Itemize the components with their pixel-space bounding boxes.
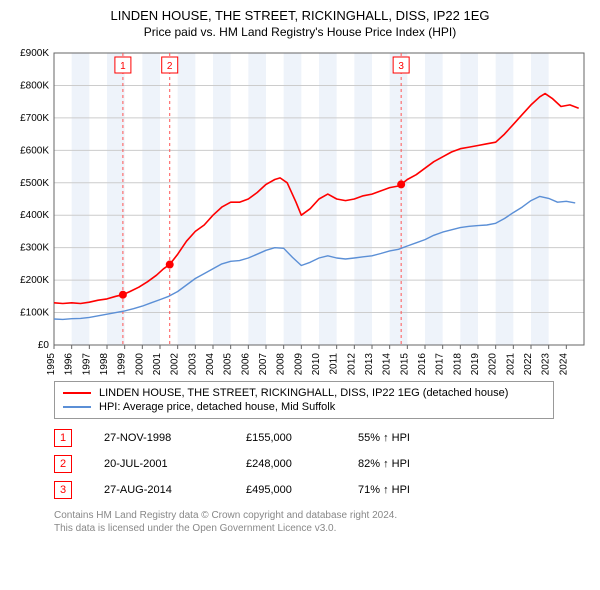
svg-text:2021: 2021 (505, 353, 516, 375)
legend-item: HPI: Average price, detached house, Mid … (63, 400, 545, 414)
sale-price: £248,000 (246, 458, 326, 470)
svg-text:2013: 2013 (364, 353, 375, 375)
svg-text:£800K: £800K (20, 80, 49, 91)
svg-text:£700K: £700K (20, 113, 49, 124)
svg-text:£300K: £300K (20, 243, 49, 254)
svg-text:£400K: £400K (20, 210, 49, 221)
sale-marker-box: 3 (54, 481, 72, 499)
svg-text:2020: 2020 (488, 353, 499, 375)
svg-text:£200K: £200K (20, 275, 49, 286)
svg-text:2022: 2022 (523, 353, 534, 375)
sale-price: £495,000 (246, 484, 326, 496)
sale-row: 3 27-AUG-2014 £495,000 71% ↑ HPI (54, 477, 554, 503)
svg-text:2017: 2017 (435, 353, 446, 375)
sale-row: 1 27-NOV-1998 £155,000 55% ↑ HPI (54, 425, 554, 451)
sale-date: 20-JUL-2001 (104, 458, 214, 470)
svg-text:2005: 2005 (223, 353, 234, 375)
sale-pct: 82% ↑ HPI (358, 458, 458, 470)
line-chart-svg: £0 £100K £200K £300K £400K £500K £600K £700K £80… (10, 45, 590, 375)
svg-text:2001: 2001 (152, 353, 163, 375)
svg-text:2014: 2014 (382, 353, 393, 375)
chart-title: LINDEN HOUSE, THE STREET, RICKINGHALL, D… (10, 8, 590, 23)
legend-swatch (63, 406, 91, 408)
legend-swatch (63, 392, 91, 394)
svg-text:£100K: £100K (20, 308, 49, 319)
sale-pct: 71% ↑ HPI (358, 484, 458, 496)
attribution-line: Contains HM Land Registry data © Crown c… (54, 509, 554, 522)
svg-text:2016: 2016 (417, 353, 428, 375)
svg-text:£600K: £600K (20, 145, 49, 156)
svg-text:2018: 2018 (452, 353, 463, 375)
svg-text:3: 3 (398, 61, 404, 72)
svg-text:2: 2 (167, 61, 173, 72)
chart-plot-area: £0 £100K £200K £300K £400K £500K £600K £700K £80… (10, 45, 590, 375)
sale-marker-box: 1 (54, 429, 72, 447)
legend: LINDEN HOUSE, THE STREET, RICKINGHALL, D… (54, 381, 554, 419)
sale-pct: 55% ↑ HPI (358, 432, 458, 444)
svg-text:1: 1 (120, 61, 126, 72)
svg-text:1995: 1995 (46, 353, 57, 375)
svg-text:1999: 1999 (117, 353, 128, 375)
svg-text:2003: 2003 (187, 353, 198, 375)
legend-label: HPI: Average price, detached house, Mid … (99, 401, 335, 413)
sale-marker-box: 2 (54, 455, 72, 473)
svg-text:2004: 2004 (205, 353, 216, 375)
svg-text:2012: 2012 (346, 353, 357, 375)
chart-subtitle: Price paid vs. HM Land Registry's House … (10, 25, 590, 39)
legend-item: LINDEN HOUSE, THE STREET, RICKINGHALL, D… (63, 386, 545, 400)
svg-text:£500K: £500K (20, 178, 49, 189)
svg-text:2007: 2007 (258, 353, 269, 375)
chart-container: LINDEN HOUSE, THE STREET, RICKINGHALL, D… (0, 0, 600, 541)
svg-text:2009: 2009 (293, 353, 304, 375)
svg-text:2010: 2010 (311, 353, 322, 375)
attribution-line: This data is licensed under the Open Gov… (54, 522, 554, 535)
svg-text:1996: 1996 (64, 353, 75, 375)
svg-text:2008: 2008 (276, 353, 287, 375)
sale-row: 2 20-JUL-2001 £248,000 82% ↑ HPI (54, 451, 554, 477)
attribution: Contains HM Land Registry data © Crown c… (54, 509, 554, 535)
svg-text:2024: 2024 (558, 353, 569, 375)
svg-text:2023: 2023 (541, 353, 552, 375)
svg-text:2015: 2015 (399, 353, 410, 375)
svg-text:2006: 2006 (240, 353, 251, 375)
sale-date: 27-AUG-2014 (104, 484, 214, 496)
svg-text:2019: 2019 (470, 353, 481, 375)
legend-label: LINDEN HOUSE, THE STREET, RICKINGHALL, D… (99, 387, 508, 399)
sale-price: £155,000 (246, 432, 326, 444)
svg-text:£0: £0 (38, 340, 50, 351)
sale-date: 27-NOV-1998 (104, 432, 214, 444)
svg-text:£900K: £900K (20, 48, 49, 59)
sales-table: 1 27-NOV-1998 £155,000 55% ↑ HPI 2 20-JUL-200… (54, 425, 554, 503)
svg-text:2002: 2002 (170, 353, 181, 375)
svg-text:1997: 1997 (81, 353, 92, 375)
svg-text:2000: 2000 (134, 353, 145, 375)
svg-text:2011: 2011 (329, 353, 340, 375)
svg-text:1998: 1998 (99, 353, 110, 375)
